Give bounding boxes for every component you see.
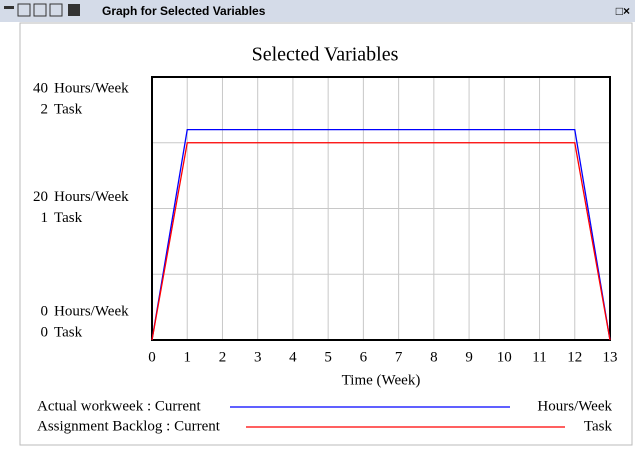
x-tick-label: 12 [567, 349, 582, 365]
y-tick-label: 40 [33, 80, 48, 96]
y2-tick-label: 1 [41, 210, 49, 226]
x-tick-label: 9 [465, 349, 473, 365]
lock-icon[interactable] [17, 3, 31, 17]
x-tick-label: 2 [219, 349, 227, 365]
title-bar [0, 0, 635, 22]
x-tick-label: 8 [430, 349, 438, 365]
graph-frame [19, 22, 633, 446]
menu-icon[interactable] [4, 6, 14, 9]
window-controls[interactable]: □× [616, 4, 630, 18]
y-unit-label: Hours/Week [54, 189, 129, 205]
plot-frame [151, 76, 611, 341]
x-tick-label: 7 [395, 349, 403, 365]
y-tick-label: 20 [33, 189, 48, 205]
x-axis-label: Time (Week) [342, 372, 421, 388]
series-line [151, 128, 611, 341]
legend-unit: Task [584, 418, 613, 434]
y2-unit-label: Task [54, 101, 83, 117]
legend-unit: Hours/Week [537, 398, 612, 414]
y2-unit-label: Task [54, 324, 83, 340]
copy-icon[interactable] [49, 3, 63, 17]
y-unit-label: Hours/Week [54, 303, 129, 319]
x-tick-label: 13 [603, 349, 618, 365]
window-title: Graph for Selected Variables [102, 4, 266, 18]
save-icon[interactable] [68, 4, 80, 16]
x-tick-label: 11 [532, 349, 546, 365]
x-tick-label: 10 [497, 349, 512, 365]
chart-title: Selected Variables [252, 44, 399, 66]
y-unit-label: Hours/Week [54, 80, 129, 96]
print-icon[interactable] [33, 3, 47, 17]
x-tick-label: 6 [360, 349, 368, 365]
x-tick-label: 3 [254, 349, 262, 365]
legend-label: Assignment Backlog : Current [37, 418, 221, 434]
x-tick-label: 5 [324, 349, 332, 365]
y2-unit-label: Task [54, 210, 83, 226]
legend-label: Actual workweek : Current [37, 398, 202, 414]
x-tick-label: 4 [289, 349, 297, 365]
y-tick-label: 0 [41, 303, 49, 319]
series-line [151, 142, 611, 341]
y2-tick-label: 2 [41, 101, 49, 117]
x-tick-label: 1 [183, 349, 191, 365]
y2-tick-label: 0 [41, 324, 49, 340]
x-tick-label: 0 [148, 349, 156, 365]
